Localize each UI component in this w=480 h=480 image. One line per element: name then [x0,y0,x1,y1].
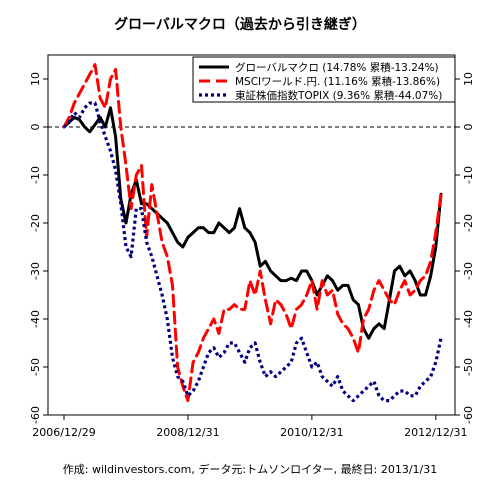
x-tick-label: 2012/12/31 [404,426,467,439]
y-tick-label-left: 10 [29,72,42,86]
chart-title: グローバルマクロ（過去から引き継ぎ） [114,16,366,33]
y-tick-label-right: -20 [462,214,475,232]
chart-footer: 作成: wildinvestors.com, データ元:トムソンロイター, 最終… [63,462,437,476]
legend-label-3: 東証株価指数TOPIX (9.36% 累積-44.07%) [235,89,442,102]
legend-label-2: MSCIワールド.円. (11.16% 累積-13.86%) [235,75,440,88]
y-tick-label-left: -50 [29,358,42,376]
plot-area: -60 -60 -50 -50 -40 -40 -30 -30 -20 -20 -10 -10 0 0 10… [29,54,475,439]
y-tick-label-right: -60 [462,406,475,424]
y-tick-label-left: -30 [29,262,42,280]
legend: グローバルマクロ (14.78% 累積-13.24%)MSCIワールド.円. (… [192,56,456,103]
y-tick-label-right: -30 [462,262,475,280]
y-tick-label-right: 0 [462,124,475,131]
x-tick-label: 2006/12/29 [32,426,95,439]
y-tick-label-right: -10 [462,166,475,184]
series-line-3 [62,101,443,403]
y-tick-label-left: -20 [29,214,42,232]
x-tick-label: 2010/12/31 [280,426,343,439]
legend-box [192,56,456,103]
series-line-1 [62,106,443,340]
x-tick-label: 2008/12/31 [156,426,219,439]
series-line-2 [62,63,443,403]
y-tick-label-left: -40 [29,310,42,328]
plot-frame [47,54,456,416]
y-tick-label-right: -40 [462,310,475,328]
y-tick-label-left: -60 [29,406,42,424]
y-tick-label-right: 10 [462,72,475,86]
legend-label-1: グローバルマクロ (14.78% 累積-13.24%) [235,61,439,74]
y-tick-label-right: -50 [462,358,475,376]
y-tick-label-left: -10 [29,166,42,184]
y-tick-label-left: 0 [29,124,42,131]
